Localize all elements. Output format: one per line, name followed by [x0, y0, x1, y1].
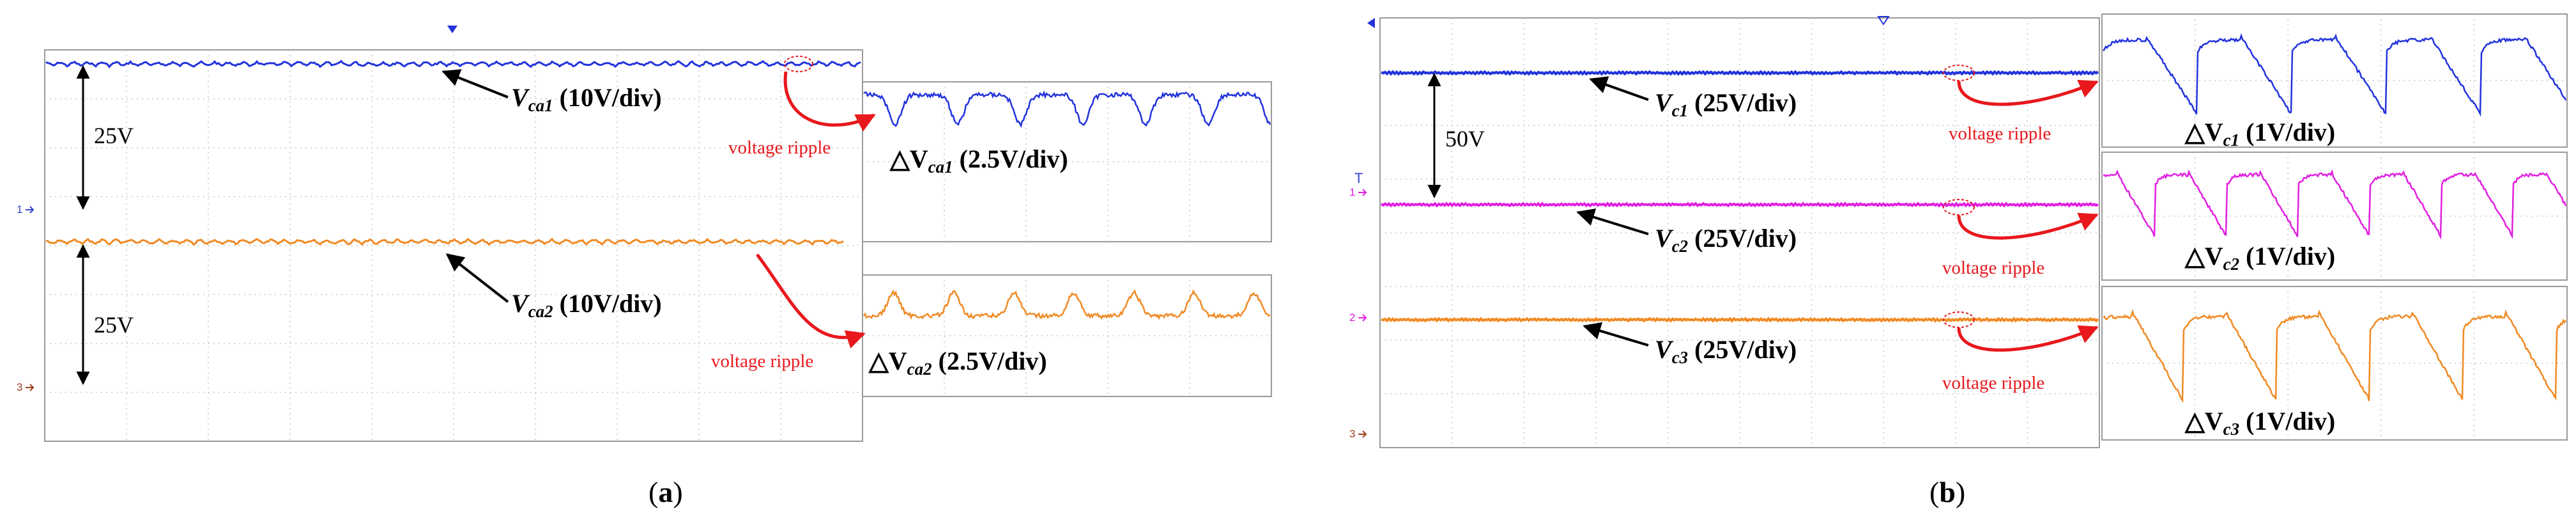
zoom-b1-label: △Vc1 (1V/div) [2184, 118, 2335, 150]
trace-delta-vc2 [2103, 169, 2567, 240]
panel-b-scope-grid [1379, 17, 2100, 448]
trigger-position-icon-b [1877, 16, 1890, 26]
panel-b-zoom-1-grid [2101, 13, 2568, 148]
channel-1-level-icon [1367, 18, 1375, 28]
ripple-note-b1: voltage ripple [1949, 123, 2051, 144]
ripple-arrow-b1 [1957, 79, 2099, 106]
panel-b-zoom-2-grid [2101, 152, 2568, 281]
gap-label-2: 25V [94, 312, 134, 338]
panel-a-scope-grid [44, 49, 863, 442]
caption-b: (b) [1929, 476, 1965, 508]
panel-b: T 1 2 3 50V Vc1 (25V/div) Vc2 (25V/div) … [1349, 13, 2568, 508]
trace-vc1-pointer [1589, 76, 1649, 101]
channel-1-arrow-icon [26, 206, 34, 214]
trace-vc2-label: Vc2 (25V/div) [1655, 224, 1797, 256]
zoom-b2-label: △Vc2 (1V/div) [2184, 242, 2335, 274]
ripple-highlight-b1 [1943, 65, 1975, 81]
trace-vca1 [45, 59, 861, 68]
panel-a: 1 3 25V 25V Vca1 (10V/div) Vca2 (10V/div… [17, 26, 1272, 508]
trace-vc3-pointer [1583, 322, 1649, 347]
trace-delta-vc1 [2102, 33, 2567, 117]
ripple-highlight-b2 [1943, 199, 1975, 215]
ripple-arrow-b3 [1957, 325, 2099, 352]
ripple-note-b2: voltage ripple [1942, 258, 2044, 278]
ripple-note-b3: voltage ripple [1942, 373, 2044, 393]
trace-delta-vca2 [862, 289, 1271, 320]
ripple-highlight-1 [784, 56, 813, 72]
trace-1-label: Vca1 (10V/div) [511, 83, 662, 115]
zoom-1-label: △Vca1 (2.5V/div) [889, 145, 1068, 176]
trigger-marker: T [1354, 170, 1363, 186]
trace-vc1-label: Vc1 (25V/div) [1655, 88, 1797, 120]
channel-2-marker: 2 [1349, 311, 1355, 324]
channel-2-arrow-icon [1358, 314, 1367, 322]
trace-2-pointer [445, 253, 509, 303]
zoom-b3-label: △Vc3 (1V/div) [2184, 407, 2335, 439]
trace-vc2-pointer [1576, 208, 1649, 235]
channel-3-arrow-icon [26, 384, 34, 391]
channel-3-marker-b: 3 [1349, 428, 1355, 440]
channel-1-marker: 1 [17, 203, 22, 215]
gap-label-b: 50V [1445, 126, 1485, 152]
channel-3-arrow-icon-b [1358, 430, 1367, 438]
ripple-highlight-b3 [1943, 311, 1975, 328]
trace-vc2 [1380, 201, 2099, 208]
ripple-note-2: voltage ripple [711, 351, 813, 372]
trace-vc3 [1381, 317, 2099, 323]
ripple-arrow-1 [783, 71, 876, 132]
trace-delta-vc3 [2103, 309, 2567, 404]
trace-vc1 [1381, 70, 2099, 76]
channel-1-arrow-icon-b [1358, 189, 1367, 196]
trace-1-pointer [441, 69, 509, 98]
ripple-arrow-2 [756, 253, 866, 349]
trace-vc3-label: Vc3 (25V/div) [1655, 335, 1797, 367]
ripple-arrow-b2 [1957, 212, 2099, 240]
trigger-position-icon [447, 26, 457, 33]
trace-vca2 [45, 237, 844, 246]
ripple-note-1: voltage ripple [728, 137, 831, 158]
gap-label-1: 25V [94, 123, 134, 148]
trace-delta-vca1 [863, 90, 1271, 129]
panel-a-zoom-top-grid [862, 81, 1272, 242]
trace-2-label: Vca2 (10V/div) [511, 289, 662, 321]
panel-b-zoom-3-grid [2101, 286, 2568, 441]
caption-a: (a) [648, 476, 683, 508]
zoom-2-label: △Vca2 (2.5V/div) [868, 347, 1047, 379]
channel-3-marker: 3 [17, 381, 22, 393]
channel-1-marker-b: 1 [1349, 186, 1355, 198]
